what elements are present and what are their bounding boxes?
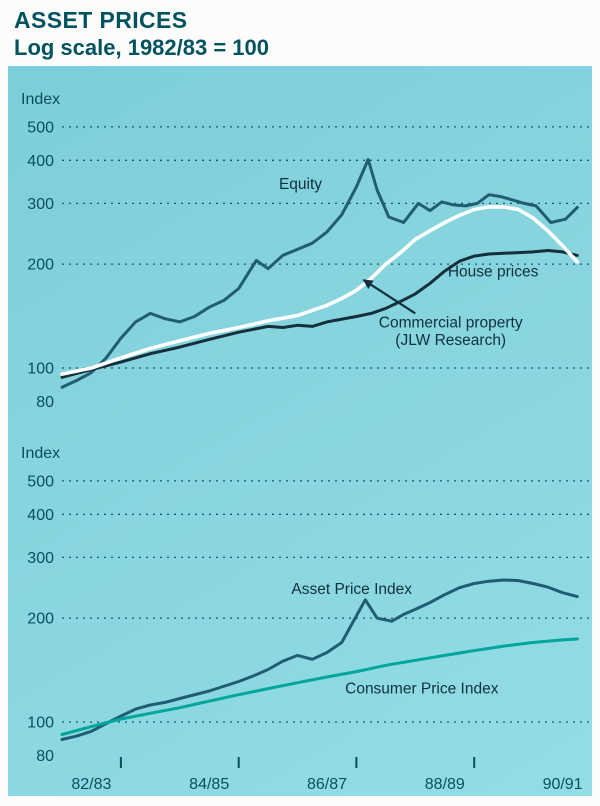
consumer-price-index-label: Consumer Price Index — [345, 680, 499, 697]
x-tick-label-82-83: 82/83 — [71, 776, 111, 793]
commercial-property-label-line2: (JLW Research) — [395, 332, 506, 349]
y-tick-label-asset-classes-200: 200 — [27, 257, 54, 274]
chart-header: ASSET PRICES Log scale, 1982/83 = 100 — [14, 7, 269, 61]
chart-subtitle: Log scale, 1982/83 = 100 — [14, 35, 270, 60]
x-tick-label-88-89: 88/89 — [425, 776, 465, 793]
y-axis-title-aggregate-indices: Index — [21, 445, 60, 462]
y-tick-label-aggregate-indices-80: 80 — [36, 748, 54, 765]
y-tick-label-aggregate-indices-500: 500 — [27, 473, 54, 490]
x-tick-label-84-85: 84/85 — [189, 776, 229, 793]
asset-price-index-label: Asset Price Index — [291, 581, 412, 598]
y-tick-label-asset-classes-80: 80 — [36, 394, 54, 411]
y-tick-label-aggregate-indices-400: 400 — [27, 507, 54, 524]
house-prices-label: House prices — [448, 264, 539, 281]
series-commercial-property-jlw-research-line — [60, 205, 580, 376]
y-axis-title-asset-classes: Index — [21, 91, 60, 108]
series-equity-line — [60, 158, 579, 389]
y-tick-label-aggregate-indices-100: 100 — [27, 715, 54, 732]
y-tick-label-asset-classes-100: 100 — [27, 361, 54, 378]
y-tick-label-aggregate-indices-200: 200 — [27, 611, 54, 628]
y-tick-label-aggregate-indices-300: 300 — [27, 550, 54, 567]
y-tick-label-asset-classes-500: 500 — [27, 119, 54, 136]
commercial-property-label: Commercial property — [379, 315, 523, 332]
series-house-prices-line — [60, 249, 579, 379]
series-asset-price-index-line — [60, 578, 579, 741]
chart-title: ASSET PRICES — [14, 7, 188, 33]
x-tick-label-86-87: 86/87 — [307, 776, 347, 793]
chart-panel: 500 400 300 200 100 80 Index Equity House prices… — [8, 66, 592, 796]
y-tick-label-asset-classes-300: 300 — [27, 196, 54, 213]
equity-label: Equity — [279, 176, 322, 193]
series-consumer-price-index-line — [60, 637, 579, 736]
x-tick-label-90-91: 90/91 — [543, 776, 583, 793]
commercial-property-arrow — [362, 278, 416, 315]
y-tick-label-asset-classes-400: 400 — [27, 153, 54, 170]
chart-canvas: 500 400 300 200 100 80 Index Equity House prices… — [21, 91, 592, 793]
